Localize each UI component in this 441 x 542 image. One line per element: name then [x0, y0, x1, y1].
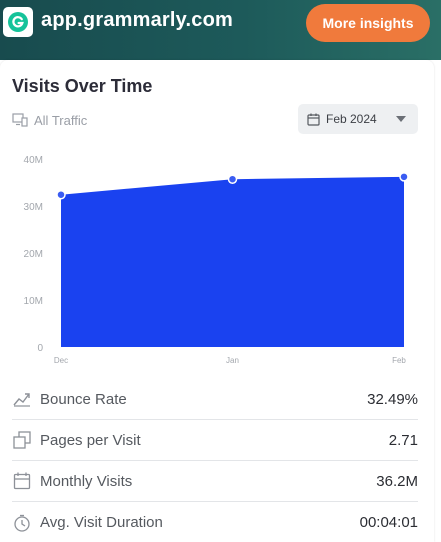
metric-value: 32.49%	[367, 390, 418, 408]
y-tick-label: 20M	[24, 249, 43, 260]
caret-down-icon	[396, 116, 406, 122]
metric-label: Avg. Visit Duration	[40, 514, 163, 531]
calendar-icon	[13, 472, 31, 490]
metric-row-avg-visit-duration: Avg. Visit Duration 00:04:01	[12, 502, 418, 542]
data-point[interactable]	[399, 172, 409, 182]
metric-value: 36.2M	[376, 472, 418, 490]
metric-row-monthly-visits: Monthly Visits 36.2M	[12, 461, 418, 502]
site-name: app.grammarly.com	[41, 9, 233, 31]
y-tick-label: 30M	[24, 202, 43, 213]
calendar-icon	[307, 113, 320, 126]
metric-label: Pages per Visit	[40, 431, 141, 449]
y-tick-label: 0	[37, 343, 43, 354]
top-header: app.grammarly.com More insights	[0, 0, 441, 60]
pages-icon	[13, 431, 31, 449]
x-tick-label: Jan	[226, 356, 239, 365]
grammarly-logo	[3, 7, 33, 37]
date-select[interactable]: Feb 2024	[298, 104, 418, 134]
y-tick-label: 10M	[24, 296, 43, 307]
traffic-filter-label: All Traffic	[34, 112, 88, 128]
devices-icon	[12, 113, 28, 127]
metric-label: Bounce Rate	[40, 390, 127, 408]
metric-row-bounce-rate: Bounce Rate 32.49%	[12, 379, 418, 420]
traffic-filter[interactable]: All Traffic	[12, 111, 87, 129]
metric-label: Monthly Visits	[40, 472, 133, 490]
grammarly-g-icon	[8, 12, 28, 32]
metric-row-pages-per-visit: Pages per Visit 2.71	[12, 420, 418, 461]
data-point[interactable]	[56, 189, 66, 200]
x-tick-label: Feb	[392, 356, 406, 365]
metric-value: 00:04:01	[359, 514, 418, 531]
timer-icon	[14, 514, 30, 532]
data-point[interactable]	[227, 174, 238, 184]
visits-card: Visits Over Time All Traffic Feb 2024 0 1…	[0, 60, 434, 542]
trend-icon	[13, 393, 30, 407]
y-tick-label: 40M	[24, 155, 43, 166]
date-select-value: Feb 2024	[326, 112, 377, 126]
x-tick-label: Dec	[54, 356, 68, 365]
visits-area	[61, 176, 404, 347]
visits-chart: 0 10M 20M 30M 40M Dec Jan Feb	[24, 155, 409, 365]
metric-value: 2.71	[388, 431, 418, 449]
card-title: Visits Over Time	[12, 76, 153, 96]
more-insights-button[interactable]: More insights	[306, 4, 430, 42]
